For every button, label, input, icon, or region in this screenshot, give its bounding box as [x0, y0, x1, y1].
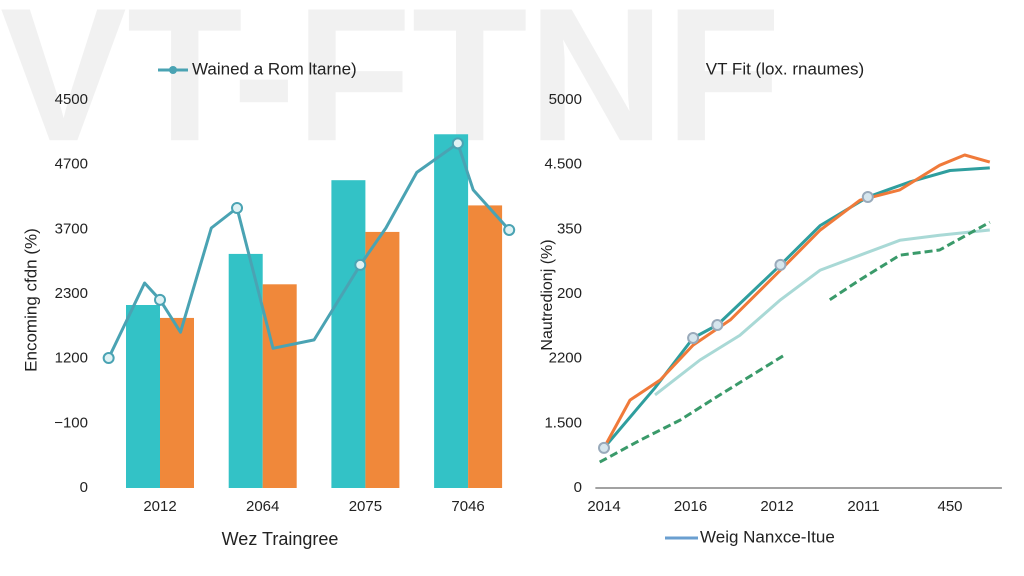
line-marker — [861, 191, 874, 203]
bar — [468, 205, 503, 488]
line — [107, 141, 511, 359]
x-tick-label: 2012 — [143, 498, 176, 515]
y-tick-label: 3700 — [55, 220, 88, 237]
line-marker — [598, 441, 610, 454]
y-tick-label: 4700 — [55, 156, 88, 173]
x-tick-label: 2011 — [847, 498, 879, 515]
bar — [365, 231, 400, 489]
bar — [228, 253, 263, 488]
x-tick-label: 2016 — [674, 498, 707, 515]
y-tick-label: 0 — [80, 479, 88, 496]
line-marker — [687, 331, 700, 344]
line-marker — [451, 137, 464, 150]
x-axis-title: Wez Traingree — [222, 529, 339, 549]
line-marker — [154, 293, 166, 306]
legend-title: Wained a Rom ltarne) — [192, 59, 357, 78]
y-tick-label: −100 — [54, 414, 88, 431]
x-tick-label: 2012 — [760, 498, 793, 515]
legend-swatch-marker — [169, 66, 177, 74]
y-tick-label: 350 — [557, 220, 582, 237]
y-axis-title: Encoming cfdn (%) — [21, 228, 40, 372]
line-marker — [102, 352, 115, 365]
y-tick-label: 4.500 — [544, 156, 582, 173]
x-tick-label: 2014 — [587, 498, 620, 515]
watermark: VT-FTNF — [0, 0, 781, 181]
line-marker — [231, 201, 244, 214]
x-tick-label: 2075 — [349, 498, 382, 515]
x-tick-label: 450 — [937, 498, 962, 515]
line — [654, 228, 990, 397]
y-tick-label: 4500 — [55, 91, 88, 108]
x-tick-label: 2064 — [246, 498, 279, 515]
bar — [126, 304, 160, 488]
line — [602, 153, 991, 449]
line-marker — [354, 258, 367, 271]
line — [598, 220, 991, 464]
line-marker — [503, 223, 516, 236]
bar — [262, 284, 297, 488]
bar — [434, 134, 469, 489]
chart-title: VT Fit (lox. rnaumes) — [706, 59, 864, 78]
x-tick-label: 7046 — [451, 498, 484, 515]
line-marker — [711, 319, 724, 332]
y-tick-label: 0 — [574, 479, 582, 496]
bar — [331, 180, 366, 489]
y-tick-label: 1200 — [55, 350, 88, 367]
y-tick-label: 2200 — [549, 350, 582, 367]
y-tick-label: 2300 — [55, 285, 88, 302]
bar — [160, 317, 194, 488]
y-tick-label: 200 — [557, 285, 582, 302]
y-tick-label: 5000 — [549, 91, 582, 108]
legend-label: Weig Nanxce-Itue — [700, 527, 835, 546]
line — [602, 166, 990, 449]
line-marker — [774, 258, 787, 271]
y-tick-label: 1.500 — [544, 414, 582, 431]
y-axis-title: Nautredionj (%) — [539, 239, 556, 350]
